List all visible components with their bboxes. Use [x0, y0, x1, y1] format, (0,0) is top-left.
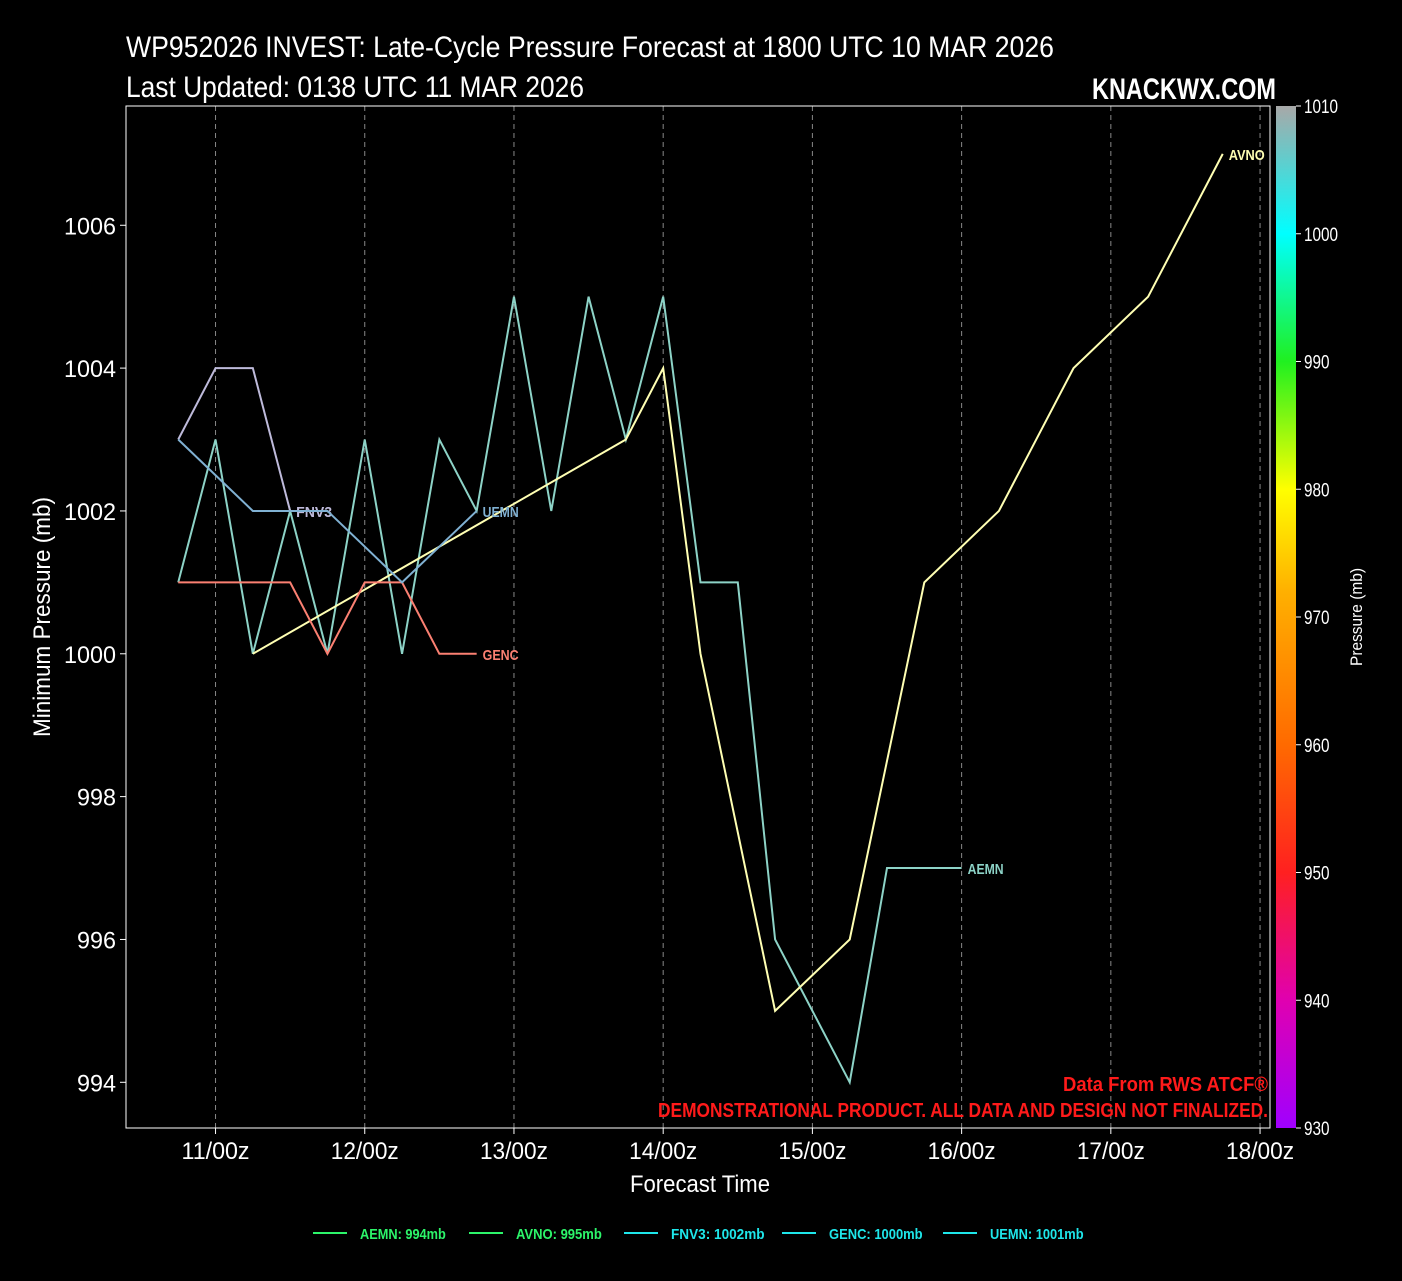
colorbar-tick-label: 970 — [1304, 608, 1330, 629]
y-tick-label: 1004 — [64, 356, 116, 383]
source-annotation: Data From RWS ATCF® — [1063, 1074, 1268, 1096]
x-tick-label: 12/00z — [331, 1138, 399, 1165]
y-tick-label: 1006 — [64, 213, 116, 240]
series-line-uemn — [177, 438, 478, 584]
legend-label: UEMN: 1001mb — [990, 1226, 1084, 1243]
legend-label: AEMN: 994mb — [360, 1226, 446, 1243]
legend-label: AVNO: 995mb — [516, 1226, 602, 1243]
y-axis-label: Minimum Pressure (mb) — [29, 497, 56, 737]
colorbar-tick-label: 950 — [1304, 864, 1330, 885]
colorbar-tick-label: 1000 — [1304, 225, 1338, 246]
plot-frame — [125, 105, 1271, 1129]
brand-logo: KNACKWX.COM — [1092, 73, 1276, 106]
x-tick-label: 18/00z — [1226, 1138, 1294, 1165]
x-tick-label: 11/00z — [182, 1138, 250, 1165]
series-line-fnv3 — [177, 367, 292, 512]
colorbar-label: Pressure (mb) — [1347, 568, 1366, 666]
x-tick-label: 17/00z — [1077, 1138, 1145, 1165]
colorbar-ticks: 930 940 950 960 970 980 990 1000 1010 — [1296, 97, 1338, 1140]
grid-lines — [215, 106, 1261, 1128]
colorbar-tick-label: 1010 — [1304, 97, 1338, 118]
colorbar-tick-label: 940 — [1304, 991, 1330, 1012]
series-label-genc: GENC — [483, 647, 519, 664]
y-tick-label: 998 — [77, 785, 116, 812]
x-tick-label: 14/00z — [629, 1138, 697, 1165]
y-tick-label: 996 — [77, 927, 116, 954]
series-label-avno: AVNO — [1229, 147, 1265, 164]
chart-title: WP952026 INVEST: Late-Cycle Pressure For… — [126, 31, 1054, 64]
colorbar — [1276, 106, 1296, 1128]
legend: AEMN: 994mb AVNO: 995mb FNV3: 1002mb GENC: … — [313, 1226, 1084, 1243]
x-axis: 11/00z 12/00z 13/00z 14/00z 15/00z 16/00z 17/0… — [182, 1128, 1294, 1165]
series-lines: AEMN AVNO FNV3 GENC UEMN — [177, 147, 1265, 1086]
legend-label: GENC: 1000mb — [829, 1226, 923, 1243]
y-tick-label: 994 — [77, 1070, 116, 1097]
x-axis-label: Forecast Time — [630, 1171, 770, 1198]
x-tick-label: 15/00z — [778, 1138, 846, 1165]
y-tick-label: 1002 — [64, 499, 116, 526]
colorbar-tick-label: 930 — [1304, 1119, 1330, 1140]
x-tick-label: 13/00z — [480, 1138, 548, 1165]
y-tick-label: 1000 — [64, 642, 116, 669]
colorbar-tick-label: 990 — [1304, 353, 1330, 374]
colorbar-tick-label: 980 — [1304, 480, 1330, 501]
colorbar-tick-label: 960 — [1304, 736, 1330, 757]
series-label-aemn: AEMN — [968, 861, 1004, 878]
series-label-fnv3: FNV3 — [296, 504, 332, 521]
x-tick-label: 16/00z — [928, 1138, 996, 1165]
y-axis: 994 996 998 1000 1002 1004 1006 — [64, 213, 126, 1097]
series-label-uemn: UEMN — [483, 504, 519, 521]
chart-subtitle: Last Updated: 0138 UTC 11 MAR 2026 — [126, 71, 584, 104]
series-line-aemn — [177, 296, 962, 1086]
series-line-avno — [252, 153, 1224, 1013]
disclaimer-annotation: DEMONSTRATIONAL PRODUCT. ALL DATA AND DE… — [658, 1100, 1268, 1122]
legend-label: FNV3: 1002mb — [671, 1226, 765, 1243]
series-line-genc — [178, 581, 477, 656]
